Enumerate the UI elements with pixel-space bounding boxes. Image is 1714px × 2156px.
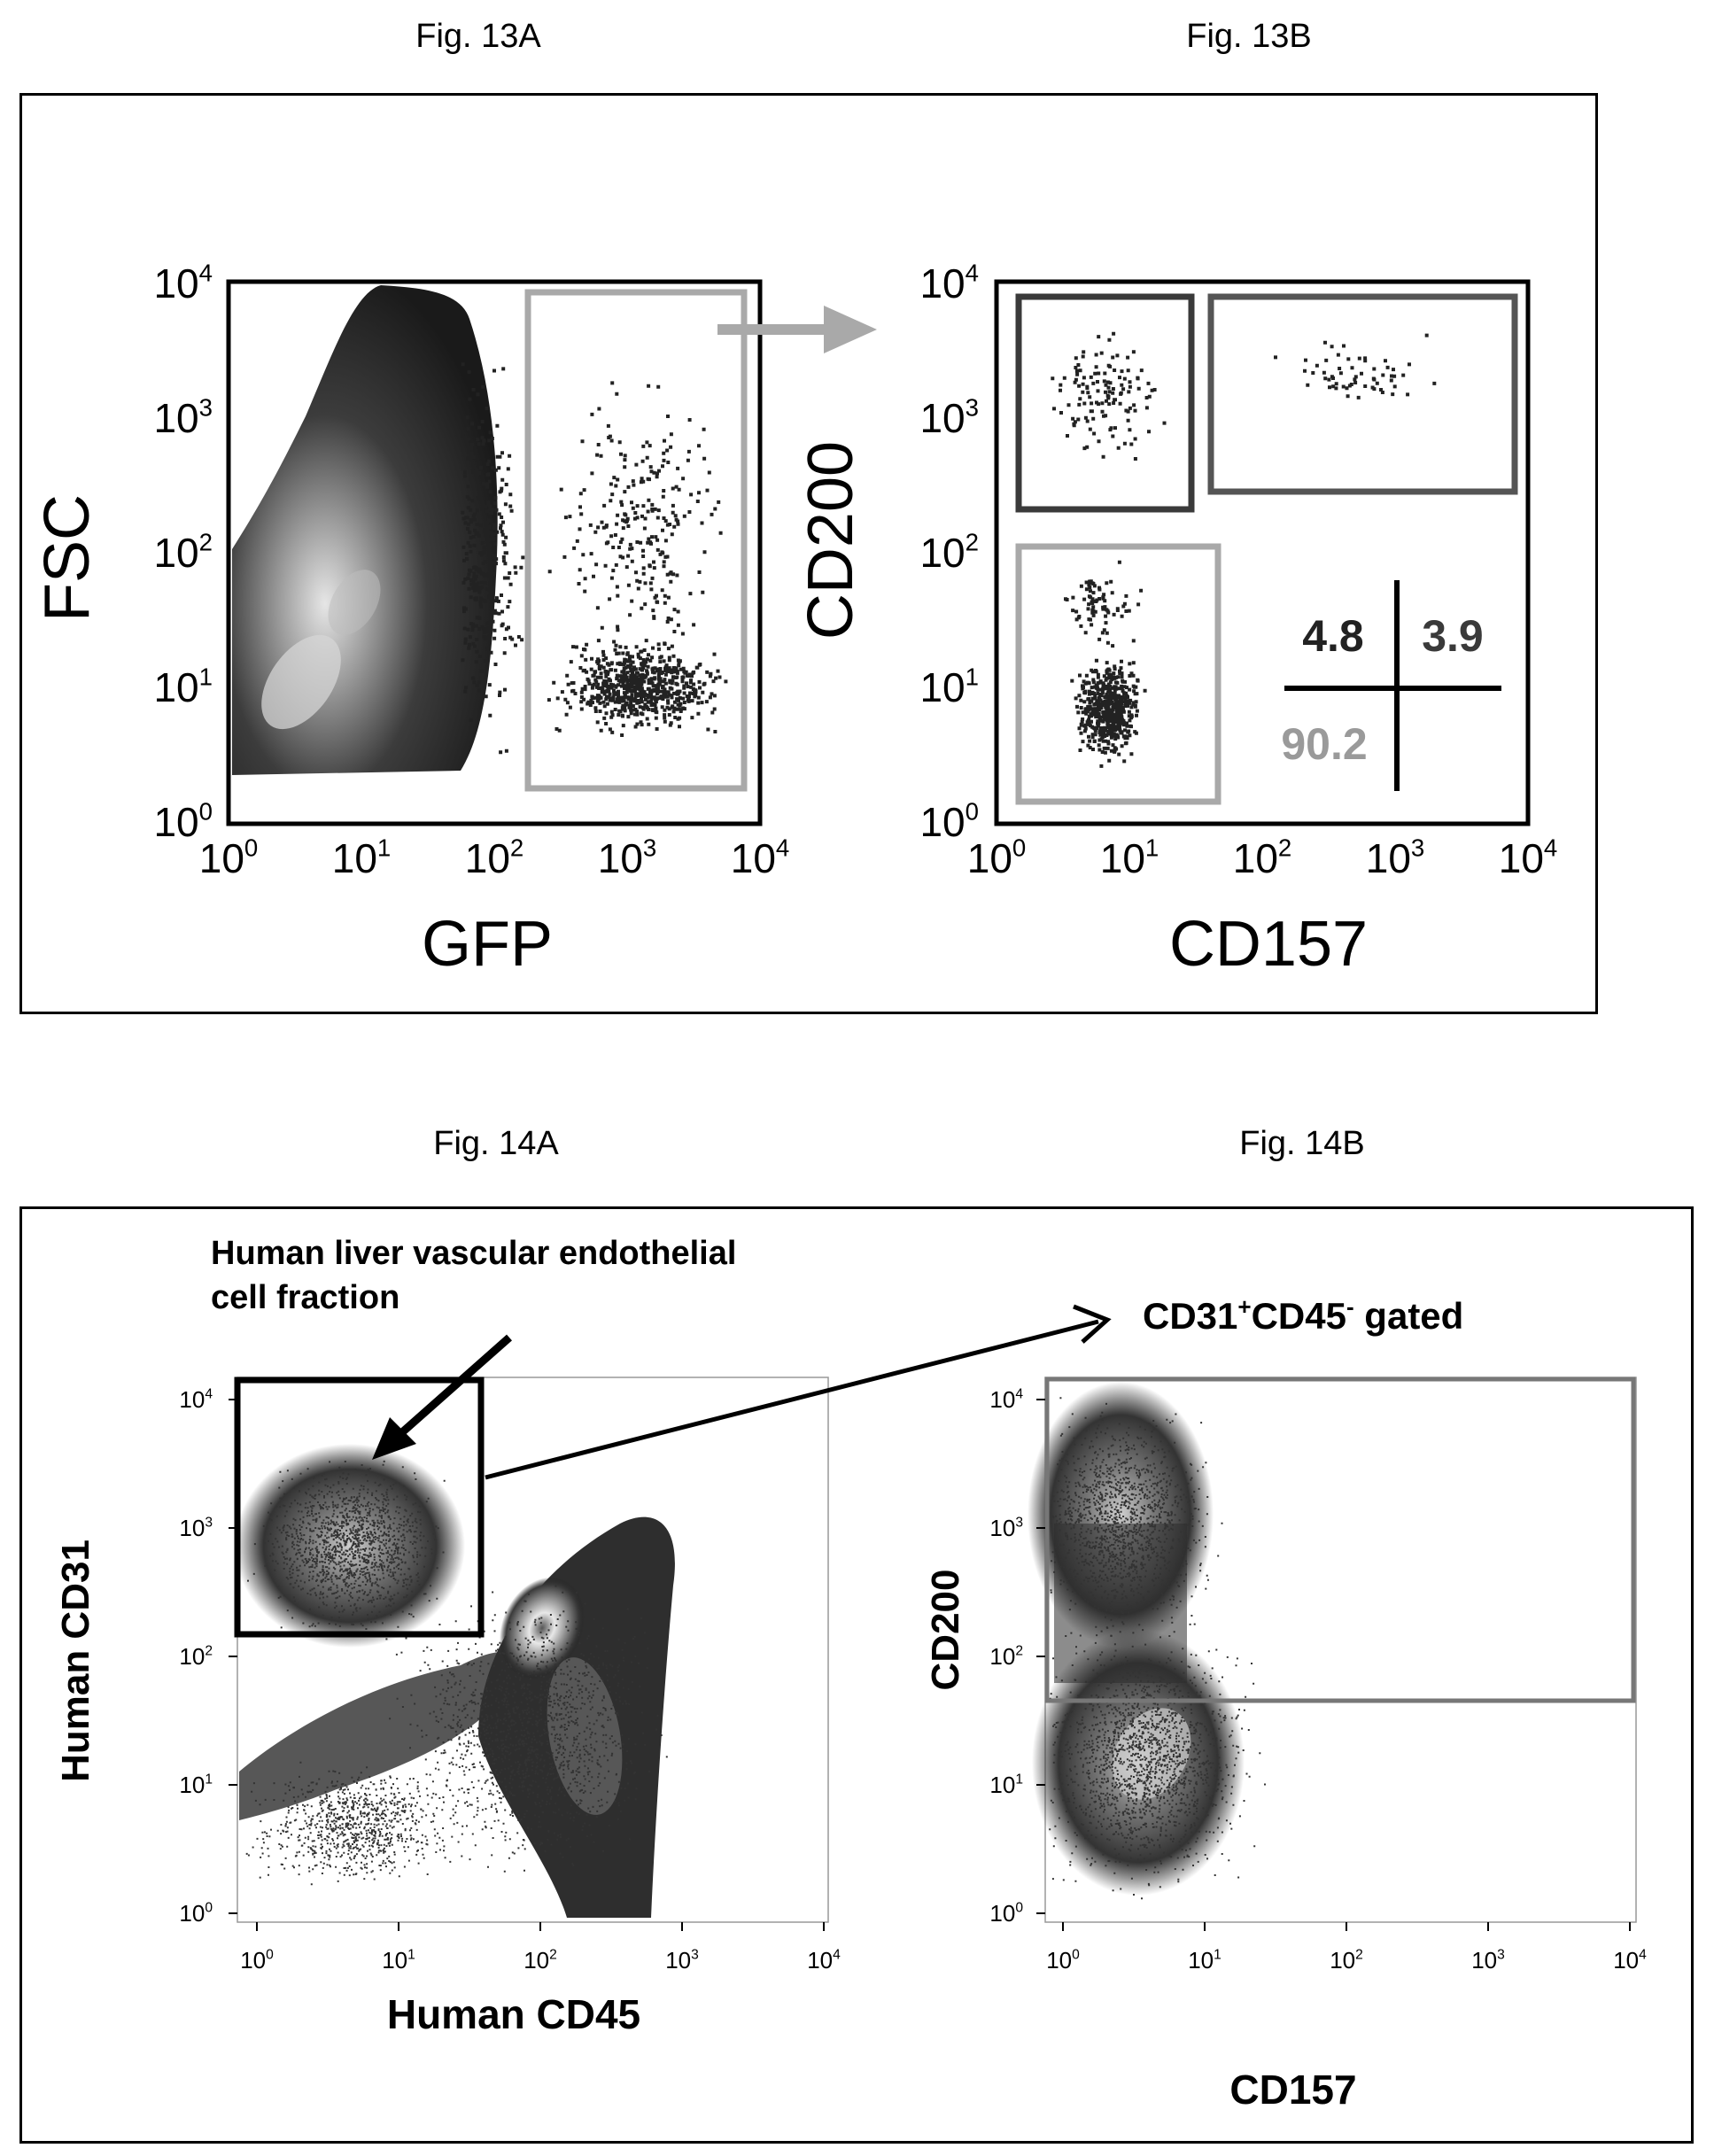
plot-13b-xlabel: CD157	[1169, 909, 1368, 980]
plot-13b-ylabel: CD200	[795, 441, 866, 640]
plot-13b-gate-upper-right	[1207, 293, 1518, 495]
p13b-y-tick-2: 102	[919, 529, 979, 576]
plot-14b-gate-label: CD31+CD45- gated	[1143, 1293, 1463, 1337]
fig-14a-label: Fig. 14A	[433, 1125, 559, 1162]
plot-14a-cd31-cluster	[235, 1444, 465, 1648]
plot-14a-events	[245, 1460, 668, 1886]
arrow-14a-to-14b	[485, 1304, 1112, 1480]
plot-13a-xlabel: GFP	[422, 909, 553, 980]
plot-14b-ylabel: CD200	[924, 1570, 967, 1691]
plot-13a-ylabel: FSC	[32, 494, 103, 622]
p14b-y-tick-2: 102	[989, 1643, 1023, 1670]
p14b-x-tick-4: 104	[1613, 1947, 1647, 1974]
p14a-x-tick-2: 102	[524, 1947, 557, 1974]
plot-13a	[226, 279, 763, 826]
p13a-y-tick-0: 100	[153, 798, 213, 845]
plot-13a-events	[461, 362, 728, 755]
p13b-x-tick-4: 104	[1499, 834, 1558, 881]
p13a-y-tick-4: 104	[153, 260, 213, 306]
p14a-x-tick-3: 103	[665, 1947, 699, 1974]
p13a-y-tick-1: 101	[153, 663, 213, 710]
plot-14a-diagonal-band	[239, 1652, 523, 1820]
plot-14a-ylabel: Human CD31	[54, 1539, 97, 1782]
fig-13a-label: Fig. 13A	[415, 18, 541, 55]
plot-13b-quadrant-upper-right-value: 3.9	[1422, 611, 1484, 661]
p14a-x-tick-1: 101	[382, 1947, 415, 1974]
p14a-y-tick-3: 103	[179, 1515, 213, 1541]
p13b-y-tick-0: 100	[919, 798, 979, 845]
plot-13b: 4.8 3.9 90.2	[994, 279, 1531, 826]
plot-13a-density-core	[261, 634, 341, 730]
plot-14b-cd200-gate	[1044, 1377, 1636, 1703]
p14a-y-tick-1: 101	[179, 1772, 213, 1798]
plot-13b-frame	[994, 279, 1531, 826]
p14a-y-tick-4: 104	[179, 1386, 213, 1413]
p13b-y-tick-1: 101	[919, 663, 979, 710]
plot-14b-xlabel: CD157	[1229, 2067, 1356, 2113]
fig-13b-label: Fig. 13B	[1186, 18, 1312, 55]
plot-13b-quadrant-lower-left-value: 90.2	[1281, 719, 1367, 769]
p14b-y-tick-1: 101	[989, 1772, 1023, 1798]
p13a-y-tick-2: 102	[153, 529, 213, 576]
plot-13a-gfp-gate	[524, 289, 748, 792]
plot-14a-endothelial-gate	[234, 1377, 485, 1638]
p14b-x-tick-2: 102	[1330, 1947, 1363, 1974]
p13b-x-tick-2: 102	[1233, 834, 1292, 881]
fig-14b-label: Fig. 14B	[1239, 1125, 1365, 1162]
plot-14b-events	[1049, 1397, 1266, 1900]
p13b-y-tick-4: 104	[919, 260, 979, 306]
plot-14a-xlabel: Human CD45	[387, 1991, 640, 2037]
p14b-x-tick-1: 101	[1188, 1947, 1222, 1974]
p13b-y-tick-3: 103	[919, 394, 979, 441]
p14a-x-tick-0: 100	[240, 1947, 274, 1974]
p14b-y-tick-0: 100	[989, 1900, 1023, 1927]
p13a-x-tick-3: 103	[598, 834, 657, 881]
p14b-x-tick-0: 100	[1046, 1947, 1080, 1974]
plot-14a	[234, 1334, 829, 1923]
p14b-x-tick-3: 103	[1471, 1947, 1505, 1974]
p13a-y-tick-3: 103	[153, 394, 213, 441]
plot-13b-events	[1051, 331, 1437, 768]
plot-14b	[1028, 1377, 1637, 1923]
p13a-x-tick-0: 100	[199, 834, 259, 881]
p13a-x-tick-2: 102	[465, 834, 524, 881]
p13a-x-tick-4: 104	[731, 834, 790, 881]
p13a-x-tick-1: 101	[332, 834, 392, 881]
p13b-x-tick-0: 100	[967, 834, 1027, 881]
gray-arrow-13a-to-13b	[717, 306, 877, 353]
plot-14a-annotation-line2-text: cell fraction	[211, 1279, 399, 1316]
p14b-y-tick-3: 103	[989, 1515, 1023, 1541]
plot-13b-gate-lower-left	[1015, 543, 1222, 805]
p13b-x-tick-1: 101	[1100, 834, 1159, 881]
p13b-x-tick-3: 103	[1366, 834, 1425, 881]
plot-14a-annotation-arrow	[392, 1334, 512, 1443]
plot-14a-annotation-line1-text: Human liver vascular endothelial	[211, 1235, 736, 1272]
p14a-x-tick-4: 104	[807, 1947, 841, 1974]
p14b-y-tick-4: 104	[989, 1386, 1023, 1413]
plot-13b-quadrant-upper-left-value: 4.8	[1302, 611, 1364, 661]
p14a-y-tick-2: 102	[179, 1643, 213, 1670]
plot-13b-gate-upper-left	[1015, 293, 1195, 513]
p14a-y-tick-0: 100	[179, 1900, 213, 1927]
